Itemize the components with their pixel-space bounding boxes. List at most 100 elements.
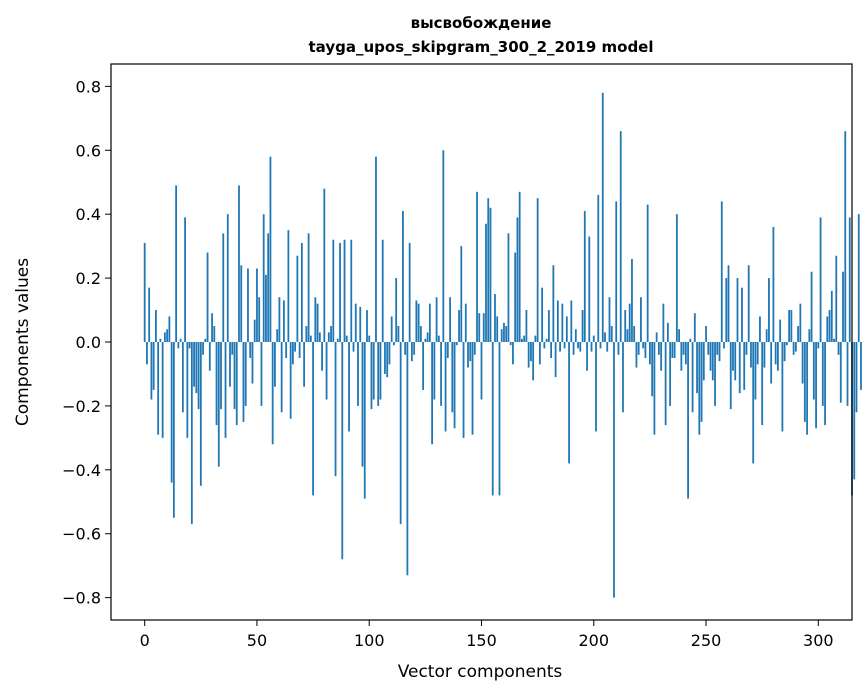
bar: [808, 329, 811, 342]
bar: [278, 297, 281, 342]
bar: [689, 338, 692, 342]
bar: [521, 338, 523, 342]
bar: [309, 335, 312, 342]
bar: [287, 230, 290, 342]
bar: [150, 342, 153, 400]
bar: [842, 271, 844, 342]
bar: [406, 342, 409, 576]
bar: [316, 303, 319, 342]
bar: [693, 313, 696, 342]
x-tick-label: 150: [466, 631, 497, 650]
bar: [271, 342, 274, 445]
bar: [249, 342, 252, 358]
bar: [763, 342, 766, 368]
bar: [815, 342, 817, 429]
bar: [256, 268, 258, 342]
bar: [568, 342, 570, 464]
bar: [303, 342, 306, 387]
bar: [725, 278, 728, 342]
bar: [307, 233, 310, 342]
bar: [446, 342, 449, 358]
bar: [208, 342, 211, 371]
bar: [799, 303, 802, 342]
bar: [853, 342, 856, 480]
bar: [680, 342, 683, 371]
bar: [669, 342, 672, 406]
y-axis-label: Components values: [13, 258, 33, 426]
bar: [624, 310, 627, 342]
bar: [860, 342, 862, 390]
bar: [352, 342, 355, 352]
bar: [455, 342, 458, 346]
bar: [572, 342, 575, 355]
bar: [779, 319, 782, 342]
bar: [437, 335, 440, 342]
bar: [803, 342, 806, 422]
bar: [615, 201, 618, 342]
bar: [473, 342, 476, 355]
bar: [220, 342, 222, 410]
bar: [462, 342, 465, 438]
bar: [242, 342, 245, 422]
bar: [741, 287, 743, 342]
bar: [375, 156, 377, 342]
bar: [440, 342, 442, 406]
y-tick-label: −0.4: [62, 461, 101, 480]
bar: [451, 342, 454, 413]
bar: [419, 326, 422, 342]
bar: [732, 342, 734, 371]
bar: [359, 306, 362, 342]
bar: [797, 326, 800, 342]
bar: [184, 217, 186, 342]
bar: [543, 342, 546, 349]
bar: [467, 342, 469, 368]
bar: [444, 342, 447, 432]
bar: [606, 342, 609, 352]
bar: [240, 265, 243, 342]
bar: [660, 342, 663, 371]
bar: [711, 342, 714, 381]
bar: [343, 239, 346, 342]
bar: [370, 342, 373, 410]
chart-title: высвобождение: [411, 14, 552, 32]
bar: [496, 316, 499, 342]
bar: [251, 342, 254, 384]
bar: [238, 185, 240, 342]
bar: [801, 342, 804, 384]
bar: [821, 342, 824, 406]
bar: [635, 342, 638, 368]
bar: [556, 300, 559, 342]
bar: [195, 342, 198, 394]
bar: [485, 223, 487, 342]
bar: [583, 210, 586, 342]
bar: [235, 342, 238, 426]
bar: [397, 326, 400, 342]
bar: [837, 342, 840, 355]
bar: [417, 303, 420, 342]
bar: [489, 207, 492, 342]
bar: [774, 342, 777, 365]
bar: [718, 342, 721, 362]
bar: [559, 342, 561, 352]
bar: [846, 342, 849, 406]
bar: [642, 342, 645, 349]
bar: [148, 287, 151, 342]
bar: [186, 342, 189, 438]
x-tick-label: 300: [803, 631, 834, 650]
bar: [435, 297, 438, 342]
plot-frame: [110, 63, 853, 621]
bar: [366, 310, 368, 342]
bar: [161, 342, 164, 438]
bar: [640, 297, 642, 342]
bar: [761, 342, 764, 426]
bar: [622, 342, 624, 413]
bar: [752, 342, 755, 464]
bar: [253, 319, 256, 342]
bar: [276, 329, 279, 342]
bar: [345, 335, 348, 342]
bar: [610, 326, 613, 342]
bar: [213, 326, 216, 342]
bar: [561, 303, 564, 342]
bar: [819, 217, 822, 342]
